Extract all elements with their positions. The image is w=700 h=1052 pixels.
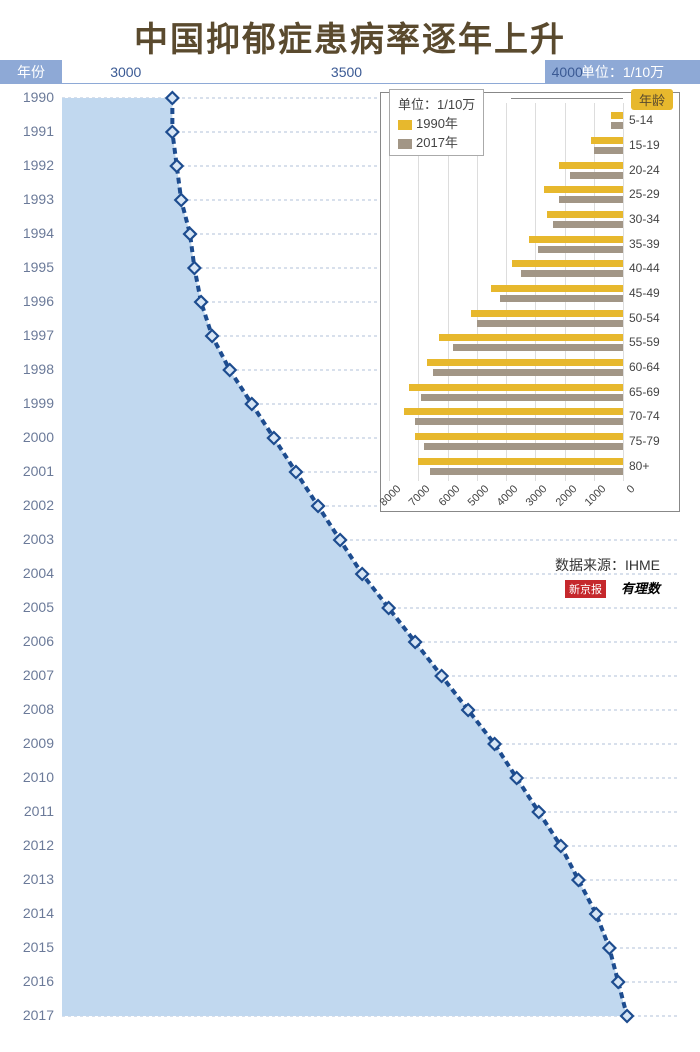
inset-connector-line <box>511 98 623 99</box>
inset-bar-2017 <box>477 320 623 327</box>
inset-age-label: 75-79 <box>629 434 660 448</box>
year-label: 2012 <box>0 837 62 853</box>
year-label: 1990 <box>0 89 62 105</box>
chart-container: 中国抑郁症患病率逐年上升 年份 单位：1/10万 300035004000 80… <box>0 0 700 1052</box>
legend-item: 1990年 <box>398 113 475 132</box>
year-label: 2010 <box>0 769 62 785</box>
year-label: 1991 <box>0 123 62 139</box>
inset-bar-1990 <box>439 334 623 341</box>
inset-bar-2017 <box>430 468 623 475</box>
inset-age-label: 70-74 <box>629 409 660 423</box>
year-label: 2011 <box>0 803 62 819</box>
year-label: 2003 <box>0 531 62 547</box>
year-label: 1995 <box>0 259 62 275</box>
inset-age-label: 80+ <box>629 459 649 473</box>
year-label: 1999 <box>0 395 62 411</box>
inset-bar-2017 <box>453 344 623 351</box>
inset-bar-2017 <box>421 394 623 401</box>
inset-age-label: 15-19 <box>629 138 660 152</box>
year-label: 2006 <box>0 633 62 649</box>
inset-legend: 单位：1/10万1990年2017年 <box>389 89 484 156</box>
inset-age-label: 20-24 <box>629 163 660 177</box>
inset-bar-2017 <box>553 221 623 228</box>
year-label: 1992 <box>0 157 62 173</box>
year-label: 2015 <box>0 939 62 955</box>
year-label: 1996 <box>0 293 62 309</box>
inset-bar-chart: 8000700060005000400030002000100005-1415-… <box>380 92 680 512</box>
publisher-sub-badge: 有理数 <box>621 578 660 597</box>
inset-bar-2017 <box>611 122 623 129</box>
inset-bar-1990 <box>512 260 623 267</box>
inset-gridline <box>623 103 624 481</box>
inset-bar-2017 <box>559 196 623 203</box>
year-label: 2014 <box>0 905 62 921</box>
inset-bar-2017 <box>433 369 623 376</box>
inset-age-label: 60-64 <box>629 360 660 374</box>
inset-bar-2017 <box>424 443 623 450</box>
year-label: 1997 <box>0 327 62 343</box>
year-label: 2004 <box>0 565 62 581</box>
inset-age-label: 30-34 <box>629 212 660 226</box>
inset-bar-2017 <box>500 295 623 302</box>
inset-bar-1990 <box>415 433 623 440</box>
inset-bar-2017 <box>570 172 623 179</box>
inset-age-label: 25-29 <box>629 187 660 201</box>
data-source-label: 数据来源：IHME <box>555 555 660 575</box>
inset-bar-1990 <box>409 384 623 391</box>
inset-age-label: 45-49 <box>629 286 660 300</box>
legend-item: 2017年 <box>398 132 475 151</box>
inset-bar-1990 <box>529 236 623 243</box>
inset-bar-1990 <box>547 211 623 218</box>
year-label: 2001 <box>0 463 62 479</box>
inset-bar-1990 <box>611 112 623 119</box>
inset-bar-1990 <box>427 359 623 366</box>
inset-bar-1990 <box>591 137 623 144</box>
year-label: 2016 <box>0 973 62 989</box>
inset-age-label: 55-59 <box>629 335 660 349</box>
inset-age-label: 40-44 <box>629 261 660 275</box>
year-label: 2017 <box>0 1007 62 1023</box>
inset-bar-2017 <box>594 147 623 154</box>
inset-unit-label: 单位：1/10万 <box>398 94 475 113</box>
inset-age-header: 年龄 <box>631 89 673 110</box>
year-label: 1998 <box>0 361 62 377</box>
inset-age-label: 35-39 <box>629 237 660 251</box>
inset-bar-1990 <box>418 458 623 465</box>
year-label: 1993 <box>0 191 62 207</box>
inset-bar-1990 <box>544 186 623 193</box>
inset-age-label: 50-54 <box>629 311 660 325</box>
year-label: 2005 <box>0 599 62 615</box>
publisher-badge: 新京报 <box>565 580 606 598</box>
inset-age-label: 65-69 <box>629 385 660 399</box>
inset-bar-1990 <box>471 310 623 317</box>
inset-bar-2017 <box>415 418 623 425</box>
inset-age-label: 5-14 <box>629 113 653 127</box>
inset-bar-2017 <box>521 270 623 277</box>
year-label: 2007 <box>0 667 62 683</box>
inset-bar-1990 <box>559 162 623 169</box>
year-label: 1994 <box>0 225 62 241</box>
year-label: 2013 <box>0 871 62 887</box>
year-label: 2002 <box>0 497 62 513</box>
inset-bar-1990 <box>404 408 623 415</box>
inset-gridline <box>389 103 390 481</box>
year-label: 2009 <box>0 735 62 751</box>
inset-bar-2017 <box>538 246 623 253</box>
inset-bar-1990 <box>491 285 623 292</box>
year-label: 2008 <box>0 701 62 717</box>
year-label: 2000 <box>0 429 62 445</box>
